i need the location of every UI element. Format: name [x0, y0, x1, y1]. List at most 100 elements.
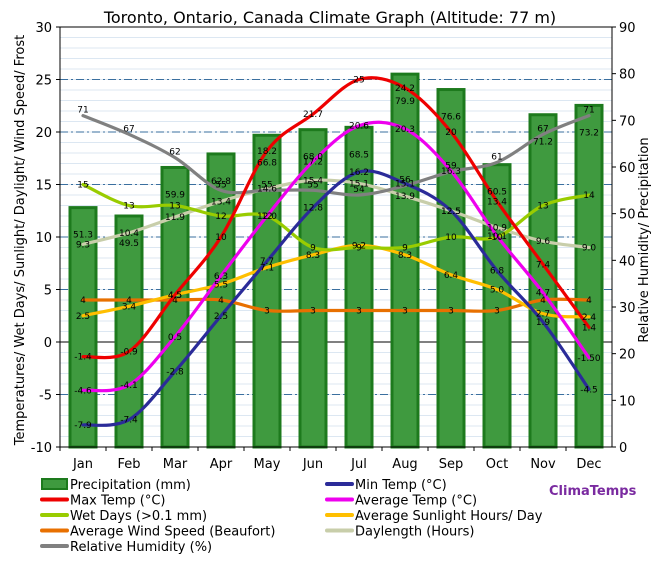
series-data-label: 9	[402, 244, 408, 254]
precipitation-data-label: 71.2	[533, 138, 553, 148]
series-data-label: 55	[261, 180, 272, 190]
y-tick-label-left: 15	[35, 179, 52, 194]
y-tick-label-right: 90	[619, 21, 636, 36]
series-data-label: 13	[169, 202, 180, 212]
series-data-label: 12.8	[303, 204, 323, 214]
series-data-label: 4	[586, 296, 592, 306]
series-line-average-temp-c	[81, 120, 591, 393]
series-data-label: 15.4	[303, 176, 323, 186]
series-data-label: 8.3	[398, 251, 412, 261]
series-data-label: 7.1	[260, 263, 274, 273]
legend-label: Average Sunlight Hours/ Day	[355, 509, 543, 524]
precipitation-data-label: 68.0	[303, 153, 323, 163]
series-data-label: 18.2	[257, 147, 277, 157]
precipitation-bar	[574, 103, 604, 449]
series-data-label: 3	[356, 307, 362, 317]
series-data-label: -4.5	[580, 385, 598, 395]
series-data-label: -2.8	[166, 367, 184, 377]
y-tick-label-left: 25	[35, 74, 52, 89]
series-data-label: 10	[215, 233, 227, 243]
series-data-label: 3.4	[122, 302, 137, 312]
legend-label: Min Temp (°C)	[355, 478, 447, 493]
series-data-label: 71	[583, 106, 594, 116]
y-tick-label-right: 30	[619, 301, 636, 316]
y-tick-label-left: 5	[44, 284, 52, 299]
legend-label: Wet Days (>0.1 mm)	[70, 509, 207, 524]
series-data-label: 10.4	[119, 229, 139, 239]
series-data-label: 2.4	[582, 313, 597, 323]
precipitation-bar	[390, 72, 420, 449]
series-data-label: 12	[215, 212, 226, 222]
series-data-label: 20.6	[349, 122, 369, 132]
series-data-label: 5.5	[214, 280, 228, 290]
y-tick-label-left: 20	[35, 126, 52, 141]
y-tick-label-right: 10	[619, 394, 636, 409]
series-data-label: -7.4	[120, 416, 138, 426]
series-data-label: -7.9	[74, 421, 92, 431]
series-data-label: -0.9	[120, 347, 138, 357]
series-data-label: 4.5	[168, 291, 182, 301]
series-data-label: 9.2	[352, 241, 366, 251]
series-data-label: 62	[169, 148, 180, 158]
legend-label: Precipitation (mm)	[70, 478, 191, 493]
x-tick-label: Jan	[72, 457, 93, 472]
series-data-label: -1.50	[577, 354, 601, 364]
series-data-label: 67	[537, 124, 548, 134]
series-data-label: 12.5	[441, 207, 461, 217]
series-data-label: 13.4	[487, 197, 507, 207]
labels-layer: 51.3 49.5 59.9 62.8 66.8 68.0 68.5 79.9 76.6 60.5…	[73, 76, 601, 431]
watermark-text: ClimaTemps	[549, 484, 637, 499]
series-data-label: -4.6	[74, 386, 92, 396]
series-data-label: 0.5	[168, 333, 182, 343]
x-tick-label: Nov	[530, 457, 556, 472]
series-data-label: 9	[310, 244, 316, 254]
series-data-label: 1.4	[582, 323, 597, 333]
x-tick-label: Jun	[302, 457, 323, 472]
series-data-label: 2.5	[214, 312, 228, 322]
precipitation-data-label: 66.8	[257, 158, 277, 168]
series-data-label: 13	[123, 202, 134, 212]
series-data-label: 4	[218, 296, 224, 306]
series-data-label: 4	[126, 296, 132, 306]
series-data-label: 16.2	[349, 168, 369, 178]
legend-swatch-bar	[41, 478, 68, 490]
lines-layer	[81, 76, 591, 427]
series-data-label: 9	[356, 244, 362, 254]
y-tick-label-left: 0	[44, 336, 52, 351]
series-data-label: 59	[445, 162, 457, 172]
series-data-label: 4	[80, 296, 86, 306]
series-data-label: 2.5	[76, 312, 90, 322]
series-line-daylength-hours	[81, 178, 591, 250]
series-data-label: 2.7	[536, 310, 550, 320]
series-data-label: -4.1	[120, 381, 138, 391]
series-data-label: 16.3	[441, 167, 461, 177]
series-data-label: 20	[445, 128, 457, 138]
chart-title: Toronto, Ontario, Canada Climate Graph (…	[103, 8, 556, 27]
series-data-label: 10	[491, 233, 503, 243]
series-data-label: 12.0	[257, 212, 277, 222]
series-data-label: 61	[491, 152, 502, 162]
series-data-label: 17.2	[303, 157, 323, 167]
x-tick-label: May	[254, 457, 281, 472]
x-tick-label: Jul	[350, 457, 367, 472]
series-data-label: 13	[537, 202, 548, 212]
legend-label: Average Temp (°C)	[355, 494, 477, 509]
series-data-label: 7.7	[260, 257, 274, 267]
series-line-max-temp-c	[81, 76, 591, 360]
precipitation-bar	[114, 214, 144, 449]
x-tick-label: Oct	[486, 457, 508, 472]
x-tick-label: Mar	[163, 457, 188, 472]
legend-label: Max Temp (°C)	[70, 494, 166, 509]
x-tick-label: Aug	[392, 457, 417, 472]
series-data-label: 13.4	[211, 197, 231, 207]
series-data-label: 7.4	[536, 260, 551, 270]
series-data-label: 15.1	[349, 179, 369, 189]
series-data-label: 3	[448, 307, 454, 317]
series-data-label: 10	[445, 233, 457, 243]
series-data-label: 14.6	[257, 185, 277, 195]
series-data-label: 15.1	[395, 179, 415, 189]
y-tick-label-right: 80	[619, 68, 636, 83]
y-tick-label-left: 30	[35, 21, 52, 36]
